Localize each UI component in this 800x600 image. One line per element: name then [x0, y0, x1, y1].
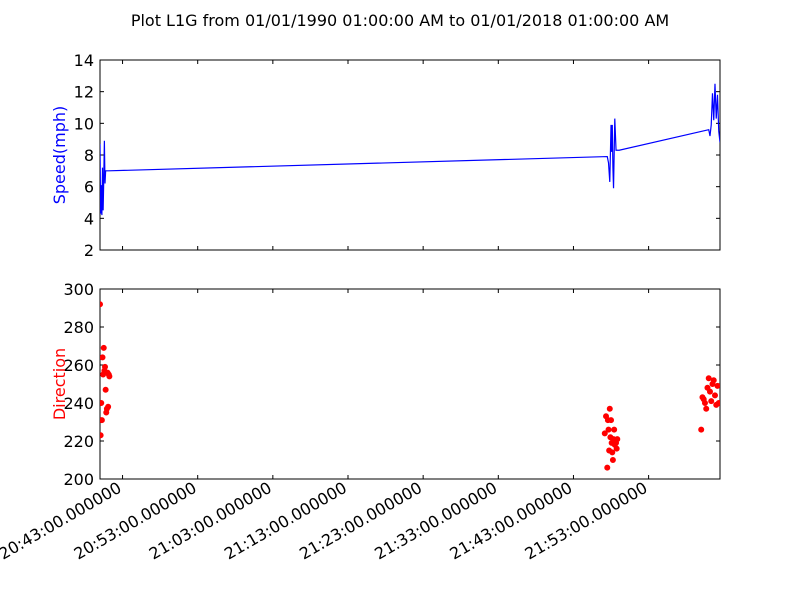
- direction-point: [604, 464, 611, 471]
- direction-point: [710, 377, 717, 384]
- speed-line: [100, 83, 720, 216]
- chart-title: Plot L1G from 01/01/1990 01:00:00 AM to …: [131, 11, 669, 30]
- direction-point: [708, 398, 715, 405]
- direction-point: [106, 373, 113, 380]
- direction-point: [100, 344, 107, 351]
- x-tick-label: 21:13:00.000000: [221, 478, 350, 563]
- direction-point: [609, 457, 616, 463]
- y-tick-label: 220: [63, 432, 94, 451]
- direction-point: [609, 449, 616, 456]
- direction-point: [715, 400, 720, 406]
- direction-point: [100, 400, 105, 406]
- direction-point: [714, 382, 720, 389]
- y-tick-label: 260: [63, 356, 94, 375]
- y-tick-label: 200: [63, 470, 94, 489]
- direction-point: [705, 375, 712, 382]
- x-tick-label: 21:33:00.000000: [371, 478, 500, 563]
- x-tick-labels: 20:43:00.00000020:53:00.00000021:03:00.0…: [0, 478, 651, 563]
- x-tick-label: 21:43:00.000000: [446, 478, 575, 563]
- speed-panel: 2 4 6 8 10 12 14 Speed(mph): [50, 51, 721, 260]
- plot-area: [100, 301, 720, 471]
- plot-area: [100, 83, 720, 216]
- y-tick-label: 6: [84, 178, 94, 197]
- direction-point: [614, 436, 621, 443]
- y-tick-label: 2: [84, 241, 94, 260]
- direction-point: [698, 426, 705, 433]
- y-tick-label: 10: [74, 114, 94, 133]
- axes-frame: [99, 288, 721, 480]
- y-axis-label: Speed(mph): [50, 106, 69, 205]
- direction-point: [608, 417, 615, 424]
- axes-frame: [99, 59, 721, 251]
- direction-point: [611, 426, 618, 433]
- direction-point: [102, 386, 109, 393]
- y-tick-label: 240: [63, 394, 94, 413]
- direction-point: [102, 363, 109, 370]
- x-tick-label: 21:53:00.000000: [522, 478, 651, 563]
- direction-point: [606, 405, 613, 412]
- y-tick-label: 14: [74, 51, 94, 70]
- direction-point: [601, 430, 608, 437]
- y-tick-label: 300: [63, 280, 94, 299]
- direction-point: [613, 445, 620, 452]
- direction-point: [100, 417, 105, 424]
- y-axis-label: Direction: [50, 348, 69, 420]
- direction-point: [105, 403, 112, 410]
- direction-point: [706, 388, 713, 395]
- x-tick-label: 21:23:00.000000: [296, 478, 425, 563]
- direction-point: [703, 405, 710, 412]
- y-tick-label: 4: [84, 209, 94, 228]
- x-tick-label: 20:53:00.000000: [71, 478, 200, 563]
- direction-point: [701, 400, 708, 406]
- y-tick-label: 8: [84, 146, 94, 165]
- x-tick-label: 21:03:00.000000: [146, 478, 275, 563]
- y-tick-label: 12: [74, 83, 94, 102]
- direction-point: [100, 301, 103, 308]
- direction-point: [605, 426, 612, 433]
- x-tick-label: 20:43:00.000000: [0, 478, 125, 563]
- direction-panel: 200 220 240 260 280 300 Direction: [50, 280, 721, 489]
- y-tick-label: 280: [63, 318, 94, 337]
- direction-point: [100, 432, 104, 439]
- direction-point: [711, 392, 718, 399]
- direction-point: [100, 354, 106, 361]
